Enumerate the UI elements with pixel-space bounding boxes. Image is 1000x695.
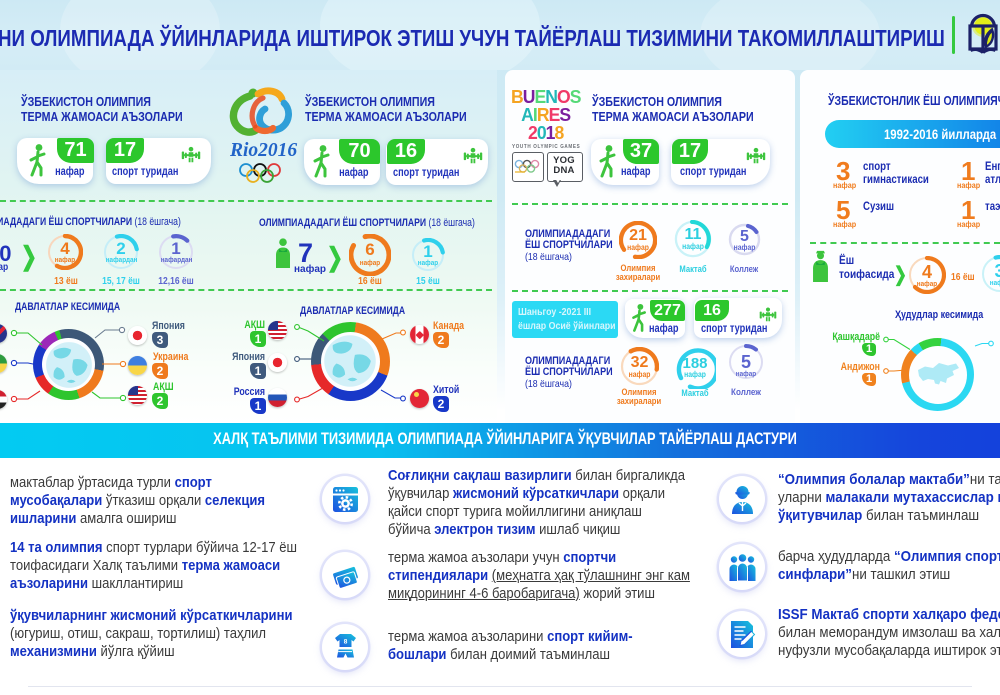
svg-text:Rio2016: Rio2016 bbox=[229, 140, 297, 161]
svg-text:8: 8 bbox=[344, 639, 348, 646]
